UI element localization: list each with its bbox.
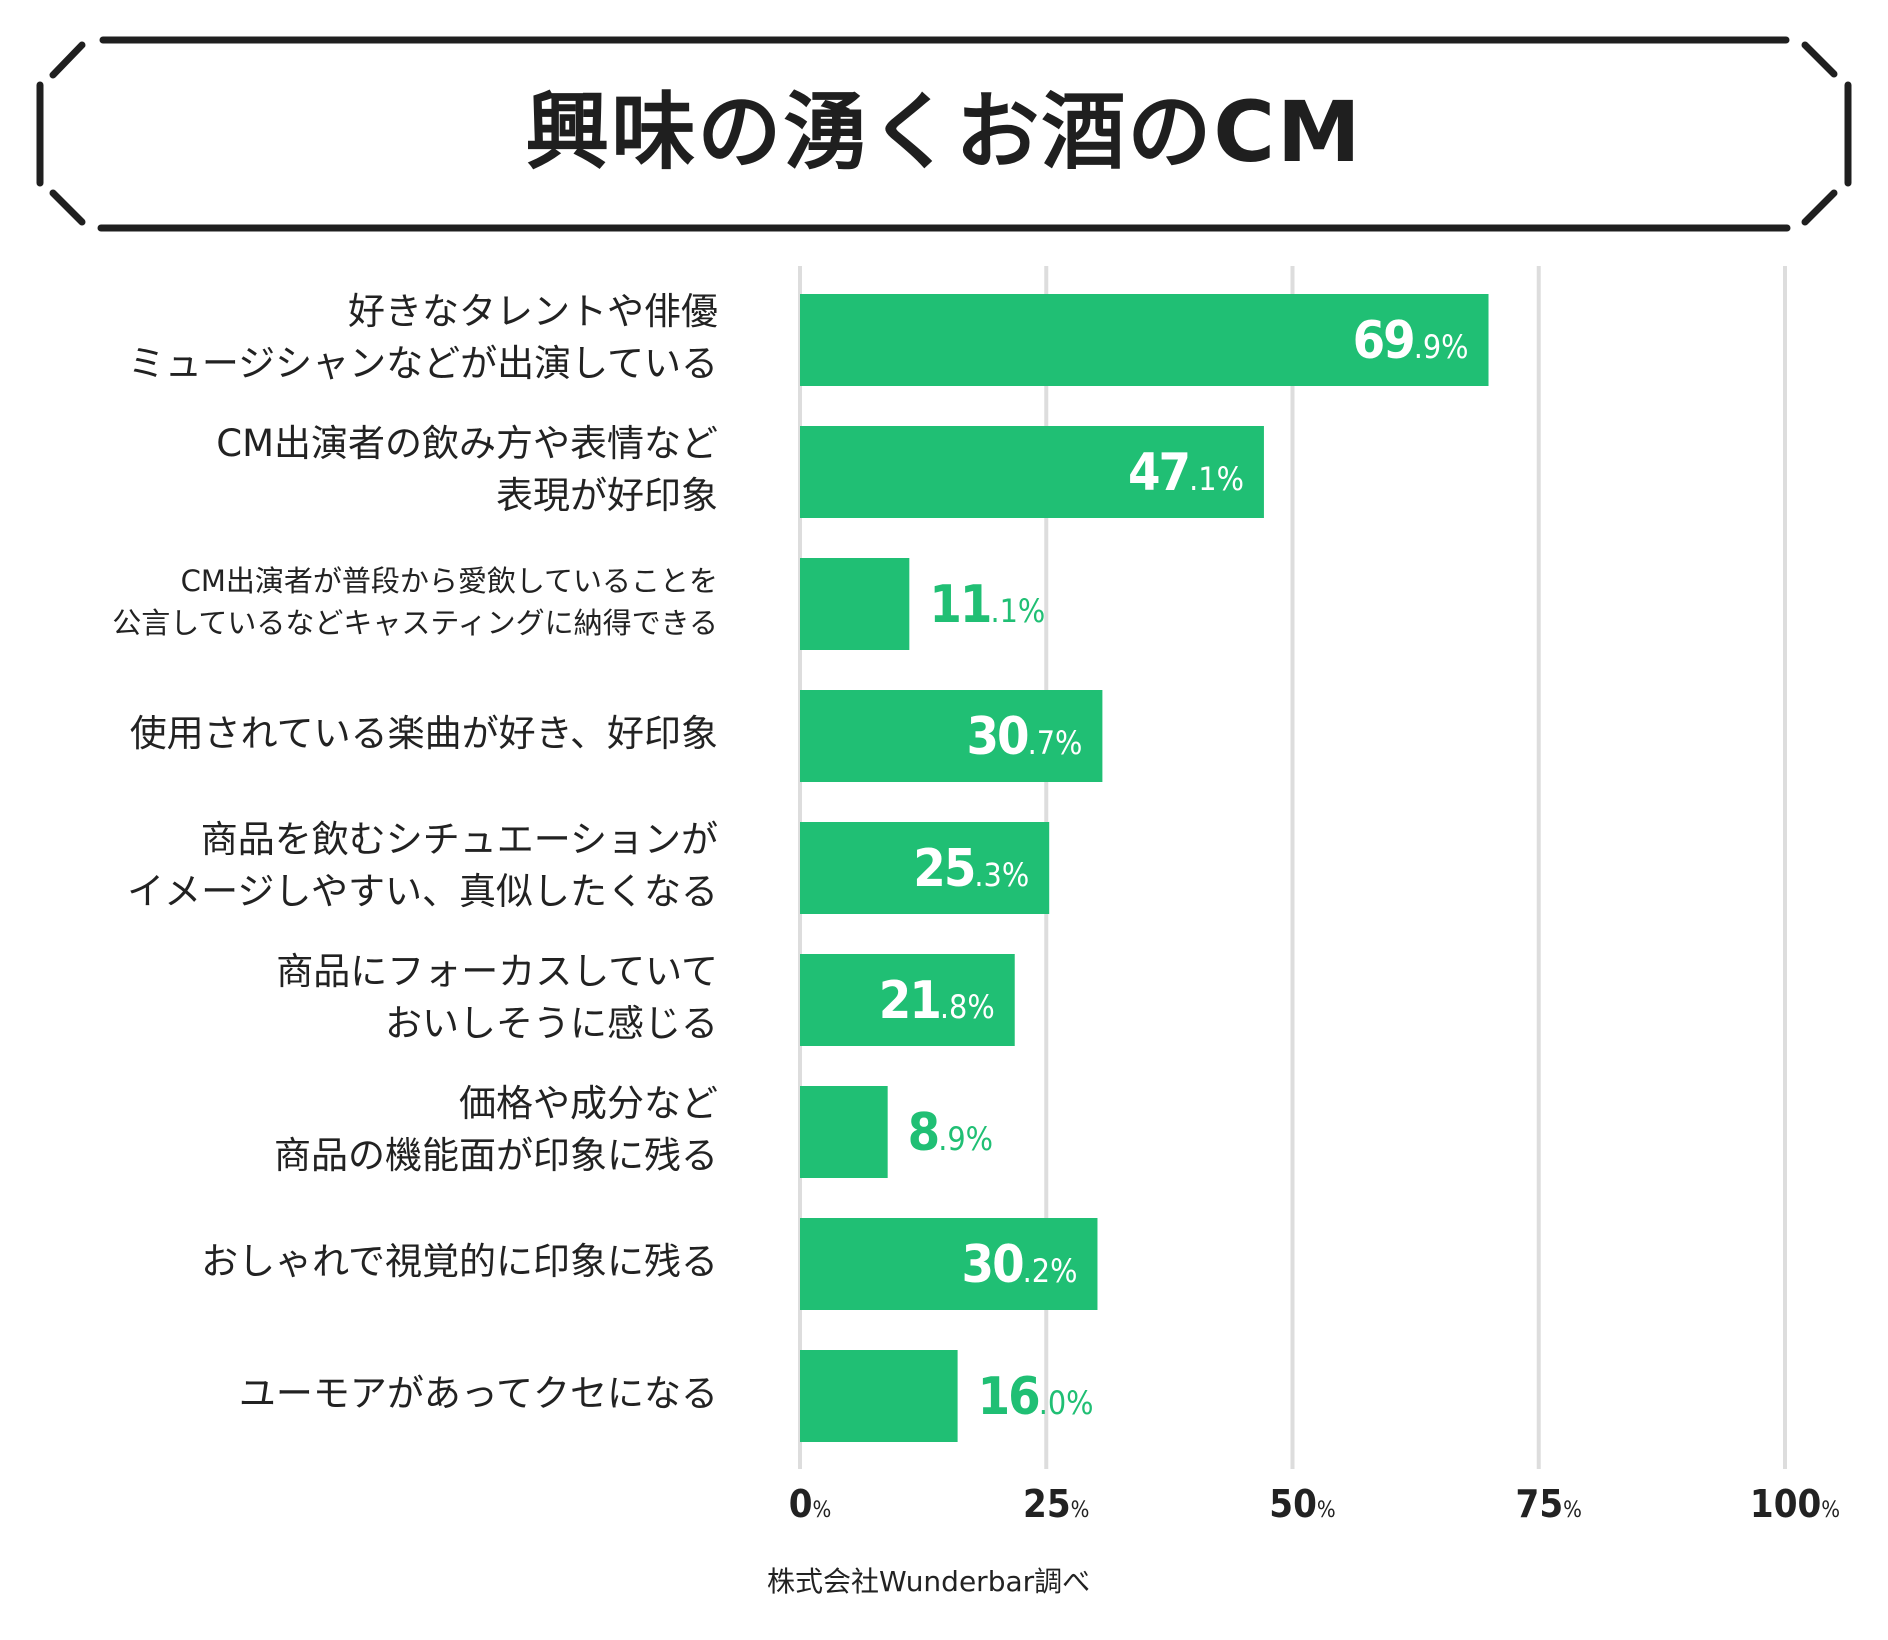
- bar-1: [800, 294, 1489, 386]
- category-label-7: 価格や成分など商品の機能面が印象に残る: [274, 1078, 718, 1182]
- category-label-line: CM出演者の飲み方や表情など: [216, 422, 718, 465]
- category-label-line: 公言しているなどキャスティングに納得できる: [112, 606, 718, 640]
- x-tick-unit: %: [1563, 1498, 1582, 1523]
- value-label: 21.8%: [879, 971, 995, 1031]
- value-label-integer: 21: [879, 971, 940, 1031]
- x-tick-unit: %: [812, 1498, 831, 1523]
- category-label-line: 価格や成分など: [459, 1082, 718, 1125]
- value-label: 25.3%: [913, 839, 1029, 899]
- category-label-line: 商品を飲むシチュエーションが: [200, 818, 718, 861]
- x-tick-number: 100: [1750, 1482, 1821, 1526]
- category-label-5: 商品を飲むシチュエーションがイメージしやすい、真似したくなる: [127, 814, 718, 918]
- frame-top-right-corner: [1801, 41, 1838, 78]
- category-label-line: ユーモアがあってクセになる: [238, 1372, 718, 1415]
- x-tick-unit: %: [1317, 1498, 1336, 1523]
- x-axis-ticks: 0% 25% 50% 75% 100%: [789, 1482, 1840, 1526]
- category-label-2: CM出演者の飲み方や表情など表現が好印象: [216, 418, 718, 522]
- frame-top-left-corner: [49, 41, 86, 79]
- category-label-line: 使用されている楽曲が好き、好印象: [129, 712, 718, 755]
- category-label-line: おしゃれで視覚的に印象に残る: [201, 1240, 718, 1283]
- category-label-1: 好きなタレントや俳優ミュージシャンなどが出演している: [128, 286, 718, 390]
- x-tick-label: 25%: [1023, 1482, 1089, 1526]
- value-label-integer: 16: [978, 1367, 1040, 1427]
- value-label-integer: 30: [962, 1235, 1024, 1295]
- bar-6: [800, 954, 1015, 1046]
- x-tick-number: 25: [1023, 1482, 1071, 1526]
- value-label-integer: 47: [1128, 443, 1189, 503]
- x-tick-unit: %: [1071, 1498, 1090, 1523]
- x-tick-label: 50%: [1269, 1482, 1335, 1526]
- value-label-decimal: .7%: [1028, 724, 1083, 762]
- value-label-integer: 8: [908, 1103, 939, 1163]
- value-label-integer: 69: [1353, 311, 1414, 371]
- value-labels: 69.9%47.1%11.1%30.7%25.3%21.8%8.9%30.2%1…: [879, 311, 1469, 1427]
- value-label-decimal: .2%: [1023, 1252, 1078, 1290]
- x-tick-number: 75: [1516, 1482, 1564, 1526]
- frame-bottom-left-corner: [49, 189, 86, 226]
- category-label-line: 表現が好印象: [496, 474, 718, 517]
- x-tick-unit: %: [1821, 1498, 1840, 1523]
- x-tick-number: 50: [1269, 1482, 1317, 1526]
- x-tick-number: 0: [789, 1482, 813, 1526]
- bars: [800, 294, 1489, 1442]
- value-label: 69.9%: [1353, 311, 1469, 371]
- bar-3: [800, 558, 910, 650]
- value-label: 30.2%: [962, 1235, 1078, 1295]
- value-label-integer: 25: [913, 839, 974, 899]
- x-tick-label: 100%: [1750, 1482, 1840, 1526]
- value-label-integer: 11: [929, 575, 990, 635]
- category-label-line: 好きなタレントや俳優: [348, 290, 718, 333]
- category-label-line: 商品にフォーカスしていて: [276, 950, 718, 993]
- x-tick-label: 75%: [1516, 1482, 1582, 1526]
- bar-2: [800, 426, 1264, 518]
- value-label: 11.1%: [929, 575, 1045, 635]
- value-label-integer: 30: [966, 707, 1028, 767]
- bar-4: [800, 690, 1103, 782]
- value-label-decimal: .8%: [940, 988, 995, 1026]
- frame-bottom-right-corner: [1801, 189, 1838, 226]
- value-label-decimal: .1%: [990, 592, 1045, 630]
- category-label-6: 商品にフォーカスしていておいしそうに感じる: [276, 946, 718, 1050]
- category-label-4: 使用されている楽曲が好き、好印象: [130, 708, 718, 760]
- category-label-8: おしゃれで視覚的に印象に残る: [201, 1236, 718, 1288]
- value-label-decimal: .9%: [1414, 328, 1469, 366]
- value-label: 30.7%: [966, 707, 1082, 767]
- bar-5: [800, 822, 1050, 914]
- x-tick-label: 0%: [789, 1482, 832, 1526]
- category-label-3: CM出演者が普段から愛飲していることを公言しているなどキャスティングに納得できる: [112, 560, 718, 644]
- category-label-line: CM出演者が普段から愛飲していることを: [180, 564, 718, 598]
- chart-title: 興味の湧くお酒のCM: [525, 83, 1363, 181]
- value-label-decimal: .1%: [1189, 460, 1244, 498]
- category-label-line: おいしそうに感じる: [385, 1002, 718, 1045]
- title-frame: [36, 36, 1852, 232]
- value-label-decimal: .0%: [1039, 1384, 1094, 1422]
- category-label-line: 商品の機能面が印象に残る: [274, 1134, 718, 1177]
- category-label-9: ユーモアがあってクセになる: [239, 1368, 718, 1420]
- bar-7: [800, 1086, 888, 1178]
- value-label-decimal: .3%: [974, 856, 1029, 894]
- source-note: 株式会社Wunderbar調べ: [767, 1565, 1091, 1598]
- bar-8: [800, 1218, 1098, 1310]
- value-label: 8.9%: [908, 1103, 993, 1163]
- value-label-decimal: .9%: [938, 1120, 993, 1158]
- category-label-line: イメージしやすい、真似したくなる: [127, 870, 718, 913]
- value-label: 16.0%: [978, 1367, 1094, 1427]
- bar-9: [800, 1350, 958, 1442]
- category-label-line: ミュージシャンなどが出演している: [127, 342, 718, 385]
- value-label: 47.1%: [1128, 443, 1244, 503]
